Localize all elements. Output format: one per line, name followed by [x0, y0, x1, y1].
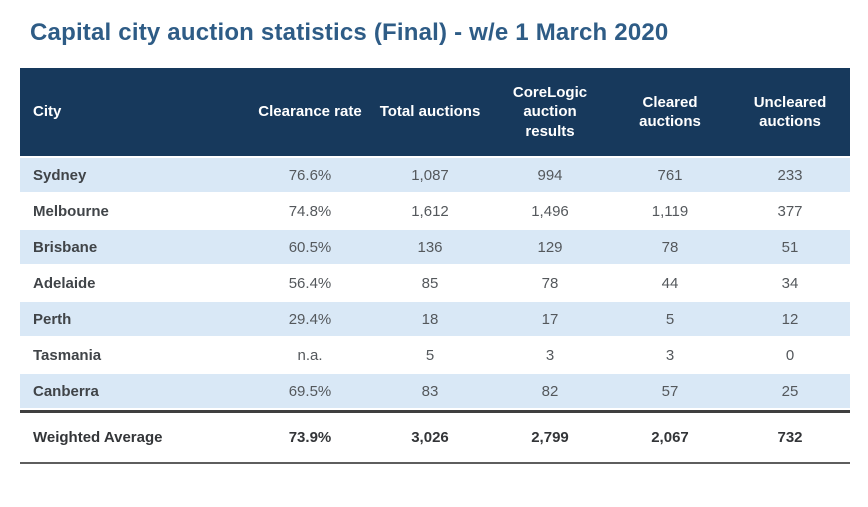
city-cell: Brisbane — [20, 230, 250, 266]
table-row-brisbane: Brisbane 60.5% 136 129 78 51 — [20, 230, 850, 266]
column-header-clearance-rate: Clearance rate — [250, 68, 370, 158]
table-body: Sydney 76.6% 1,087 994 761 233 Melbourne 74.8% 1… — [20, 158, 850, 410]
value-cell-corelogic-auction-results: 78 — [490, 266, 610, 302]
table-row-adelaide: Adelaide 56.4% 85 78 44 34 — [20, 266, 850, 302]
value-cell-total-auctions: 5 — [370, 338, 490, 374]
value-cell-cleared-auctions: 78 — [610, 230, 730, 266]
table-row-sydney: Sydney 76.6% 1,087 994 761 233 — [20, 158, 850, 194]
value-cell-total-auctions: 18 — [370, 302, 490, 338]
table-header-row: City Clearance rate Total auctions CoreLogi… — [20, 68, 850, 158]
column-header-uncleared-auctions: Uncleared auctions — [730, 68, 850, 158]
value-cell-clearance-rate: 69.5% — [250, 374, 370, 410]
value-cell-total-auctions: 1,612 — [370, 194, 490, 230]
table-header: City Clearance rate Total auctions CoreLogi… — [20, 68, 850, 158]
table-row-tasmania: Tasmania n.a. 5 3 3 0 — [20, 338, 850, 374]
weighted-average-total-auctions: 3,026 — [370, 410, 490, 464]
page-title: Capital city auction statistics (Final) … — [30, 19, 669, 46]
value-cell-clearance-rate: 74.8% — [250, 194, 370, 230]
city-cell: Canberra — [20, 374, 250, 410]
value-cell-corelogic-auction-results: 3 — [490, 338, 610, 374]
value-cell-cleared-auctions: 3 — [610, 338, 730, 374]
value-cell-corelogic-auction-results: 1,496 — [490, 194, 610, 230]
weighted-average-uncleared-auctions: 732 — [730, 410, 850, 464]
value-cell-uncleared-auctions: 12 — [730, 302, 850, 338]
report-page: Capital city auction statistics (Final) … — [0, 16, 868, 507]
city-cell: Sydney — [20, 158, 250, 194]
value-cell-total-auctions: 136 — [370, 230, 490, 266]
value-cell-corelogic-auction-results: 17 — [490, 302, 610, 338]
value-cell-corelogic-auction-results: 82 — [490, 374, 610, 410]
column-header-cleared-auctions: Cleared auctions — [610, 68, 730, 158]
value-cell-cleared-auctions: 761 — [610, 158, 730, 194]
value-cell-cleared-auctions: 1,119 — [610, 194, 730, 230]
column-header-city: City — [20, 68, 250, 158]
table-row-canberra: Canberra 69.5% 83 82 57 25 — [20, 374, 850, 410]
column-header-total-auctions: Total auctions — [370, 68, 490, 158]
value-cell-clearance-rate: 76.6% — [250, 158, 370, 194]
value-cell-uncleared-auctions: 233 — [730, 158, 850, 194]
table-footer: Weighted Average 73.9% 3,026 2,799 2,067 732 — [20, 410, 850, 464]
value-cell-cleared-auctions: 5 — [610, 302, 730, 338]
auction-stats-table: City Clearance rate Total auctions CoreLogi… — [20, 68, 850, 464]
weighted-average-clearance-rate: 73.9% — [250, 410, 370, 464]
value-cell-corelogic-auction-results: 129 — [490, 230, 610, 266]
weighted-average-corelogic-auction-results: 2,799 — [490, 410, 610, 464]
value-cell-cleared-auctions: 57 — [610, 374, 730, 410]
value-cell-clearance-rate: n.a. — [250, 338, 370, 374]
value-cell-total-auctions: 85 — [370, 266, 490, 302]
weighted-average-label: Weighted Average — [20, 410, 250, 464]
value-cell-uncleared-auctions: 51 — [730, 230, 850, 266]
weighted-average-row: Weighted Average 73.9% 3,026 2,799 2,067 732 — [20, 410, 850, 464]
value-cell-cleared-auctions: 44 — [610, 266, 730, 302]
column-header-corelogic-auction-results: CoreLogic auction results — [490, 68, 610, 158]
value-cell-clearance-rate: 60.5% — [250, 230, 370, 266]
value-cell-total-auctions: 83 — [370, 374, 490, 410]
weighted-average-cleared-auctions: 2,067 — [610, 410, 730, 464]
city-cell: Tasmania — [20, 338, 250, 374]
value-cell-clearance-rate: 56.4% — [250, 266, 370, 302]
value-cell-corelogic-auction-results: 994 — [490, 158, 610, 194]
city-cell: Adelaide — [20, 266, 250, 302]
value-cell-uncleared-auctions: 0 — [730, 338, 850, 374]
value-cell-uncleared-auctions: 25 — [730, 374, 850, 410]
city-cell: Melbourne — [20, 194, 250, 230]
city-cell: Perth — [20, 302, 250, 338]
value-cell-clearance-rate: 29.4% — [250, 302, 370, 338]
table-row-perth: Perth 29.4% 18 17 5 12 — [20, 302, 850, 338]
value-cell-uncleared-auctions: 34 — [730, 266, 850, 302]
value-cell-uncleared-auctions: 377 — [730, 194, 850, 230]
table-row-melbourne: Melbourne 74.8% 1,612 1,496 1,119 377 — [20, 194, 850, 230]
value-cell-total-auctions: 1,087 — [370, 158, 490, 194]
